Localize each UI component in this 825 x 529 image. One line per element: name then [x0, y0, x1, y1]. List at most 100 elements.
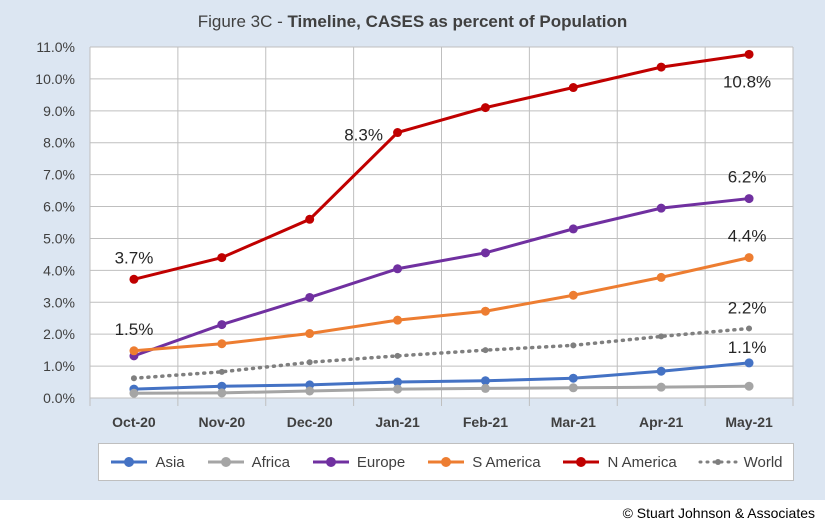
series-line-europe — [133, 197, 750, 358]
data-point-europe — [305, 292, 315, 302]
data-point-africa — [217, 388, 227, 398]
x-tick-label: Mar-21 — [551, 414, 596, 430]
data-point-s-america — [217, 339, 227, 349]
legend-label: Africa — [251, 453, 290, 471]
data-label: 10.8% — [723, 72, 771, 91]
data-point-europe — [217, 320, 227, 330]
data-label: 6.2% — [728, 168, 767, 187]
x-tick-label: Nov-20 — [198, 414, 245, 430]
data-point-n-america — [217, 253, 227, 263]
legend-item-s-america: S America — [426, 453, 541, 471]
chart-legend: Asia Africa Europe S America N America World — [98, 443, 794, 481]
data-point-world — [218, 368, 225, 375]
data-point-africa — [744, 381, 754, 391]
data-point-world — [394, 352, 401, 359]
data-point-n-america — [129, 274, 139, 284]
x-tick-label: Apr-21 — [639, 414, 684, 430]
data-point-world — [570, 342, 577, 349]
series-line-n-america — [133, 52, 750, 281]
data-label: 1.5% — [115, 320, 154, 339]
y-tick-label: 10.0% — [35, 71, 75, 87]
data-point-asia — [744, 358, 754, 368]
data-label: 1.1% — [728, 338, 767, 357]
legend-item-africa: Africa — [206, 454, 290, 471]
data-point-europe — [568, 224, 578, 234]
y-tick-label: 5.0% — [43, 230, 75, 246]
data-point-s-america — [129, 346, 139, 356]
legend-label: World — [743, 453, 783, 471]
x-tick-label: Feb-21 — [463, 414, 508, 430]
legend-swatch-n-america — [563, 457, 600, 467]
legend-swatch-africa — [207, 457, 244, 467]
y-tick-label: 4.0% — [43, 262, 75, 278]
legend-label: N America — [607, 453, 677, 471]
x-tick-label: Dec-20 — [287, 414, 333, 430]
x-tick-label: Oct-20 — [112, 414, 156, 430]
data-label: 3.7% — [115, 248, 154, 267]
data-point-africa — [393, 384, 403, 394]
legend-label: S America — [472, 453, 541, 471]
data-point-s-america — [305, 329, 315, 339]
legend-item-europe: Europe — [311, 454, 405, 471]
data-point-n-america — [568, 83, 578, 93]
data-point-asia — [217, 381, 227, 391]
y-tick-label: 8.0% — [43, 135, 75, 151]
data-point-n-america — [305, 214, 315, 224]
data-label: 2.2% — [728, 298, 767, 317]
x-tick-label: May-21 — [725, 414, 773, 430]
y-tick-label: 7.0% — [43, 167, 75, 183]
legend-swatch-europe — [312, 457, 349, 467]
y-tick-label: 1.0% — [43, 358, 75, 374]
series-line-s-america — [133, 256, 750, 353]
data-point-africa — [129, 388, 139, 398]
data-point-europe — [480, 248, 490, 258]
legend-swatch-world — [698, 459, 738, 465]
line-chart: 0.0% 1.0% 2.0% 3.0% 4.0% 5.0% 6.0% 7.0% 8.0% 9.0%… — [35, 39, 794, 430]
data-point-asia — [393, 377, 403, 387]
legend-item-world: World — [698, 454, 783, 471]
data-label: 8.3% — [344, 126, 383, 145]
data-point-africa — [568, 383, 578, 393]
data-point-africa — [305, 386, 315, 396]
y-tick-label: 11.0% — [36, 39, 75, 55]
data-point-s-america — [568, 290, 578, 300]
legend-item-asia: Asia — [109, 453, 185, 471]
chart-frame: Figure 3C - Timeline, CASES as percent o… — [0, 0, 825, 500]
chart-title-prefix: Figure 3C - — [197, 12, 288, 31]
legend-swatch-asia — [111, 457, 148, 467]
data-point-europe — [393, 264, 403, 274]
data-point-world — [482, 347, 489, 354]
data-point-n-america — [480, 103, 490, 113]
y-tick-label: 3.0% — [43, 294, 75, 310]
data-point-n-america — [393, 128, 403, 138]
data-point-n-america — [656, 62, 666, 72]
legend-label: Europe — [356, 453, 406, 471]
data-point-s-america — [480, 306, 490, 316]
data-point-world — [658, 333, 665, 340]
copyright-notice: © Stuart Johnson & Associates — [622, 505, 815, 521]
data-point-s-america — [656, 272, 666, 282]
x-tick-label: Jan-21 — [375, 414, 420, 430]
y-tick-label: 2.0% — [43, 326, 75, 342]
data-point-world — [306, 359, 313, 366]
chart-title: Figure 3C - Timeline, CASES as percent o… — [0, 12, 825, 32]
data-point-world — [130, 375, 137, 382]
data-point-asia — [480, 376, 490, 386]
data-point-asia — [568, 373, 578, 383]
chart-title-main: Timeline, CASES as percent of Population — [287, 12, 628, 31]
legend-swatch-s-america — [428, 457, 465, 467]
legend-item-n-america: N America — [561, 453, 677, 471]
data-point-world — [746, 325, 753, 332]
series-line-asia — [133, 361, 750, 391]
series-line-world — [132, 326, 751, 380]
data-point-asia — [656, 366, 666, 376]
data-point-europe — [656, 203, 666, 213]
data-point-europe — [744, 194, 754, 204]
data-label: 4.4% — [728, 227, 767, 246]
data-point-africa — [656, 382, 666, 392]
y-tick-label: 6.0% — [43, 199, 75, 215]
series-line-africa — [133, 384, 750, 395]
y-tick-label: 0.0% — [43, 390, 75, 406]
legend-label: Asia — [155, 453, 185, 471]
y-tick-label: 9.0% — [43, 103, 75, 119]
